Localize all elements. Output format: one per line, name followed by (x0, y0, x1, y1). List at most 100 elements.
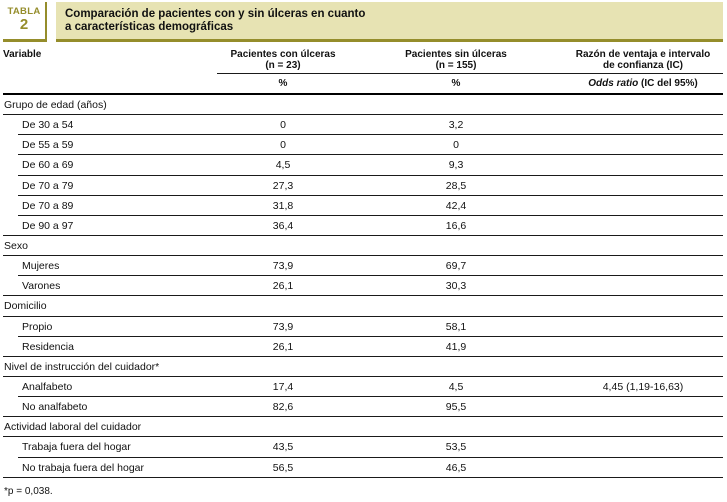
row-value-con: 31,8 (272, 199, 294, 212)
table-row-group: Nivel de instrucción del cuidador* (3, 357, 723, 377)
table-label-word: TABLA (7, 6, 41, 17)
table-masthead: TABLA 2 Comparación de pacientes con y s… (3, 2, 723, 42)
unit-sin-percent: % (451, 78, 461, 89)
row-label: De 70 a 79 (22, 179, 74, 192)
row-value-con: 73,9 (272, 320, 294, 333)
row-value-sin: 53,5 (445, 441, 467, 454)
column-header-variable: Variable (3, 49, 42, 60)
row-divider (3, 355, 723, 357)
row-label: De 90 a 97 (22, 219, 74, 232)
table-row-item: De 70 a 79 27,3 28,5 (3, 176, 723, 196)
table-row-item: No analfabeto 82,6 95,5 (3, 397, 723, 418)
row-label: De 70 a 89 (22, 199, 74, 212)
column-header-sin-ulceras: Pacientes sin úlceras (n = 155) (349, 49, 563, 71)
row-label: Residencia (22, 340, 74, 353)
column-header-or-line2: de confianza (IC) (602, 59, 683, 71)
row-value-con: 26,1 (272, 340, 294, 353)
row-value-con: 17,4 (272, 381, 294, 394)
row-value-con: 73,9 (272, 260, 294, 273)
unit-con-percent: % (278, 78, 288, 89)
row-divider (3, 436, 723, 438)
row-value-sin: 42,4 (445, 199, 467, 212)
table-row-item: Residencia 26,1 41,9 (3, 337, 723, 357)
table-row-item: Trabaja fuera del hogar 43,5 53,5 (3, 437, 723, 458)
row-label: Propio (22, 320, 53, 333)
row-divider (3, 234, 723, 236)
table-row-group: Actividad laboral del cuidador (3, 417, 723, 438)
column-header-con-line1: Pacientes con úlceras (230, 49, 336, 60)
row-divider (18, 174, 723, 176)
header-sub-divider (217, 73, 723, 74)
row-label: Varones (22, 280, 61, 293)
row-value-sin: 58,1 (445, 320, 467, 333)
row-divider (3, 295, 723, 297)
table-row-item: De 70 a 89 31,8 42,4 (3, 196, 723, 216)
row-label: De 60 a 69 (22, 159, 74, 172)
row-label: De 55 a 59 (22, 139, 74, 152)
footnote: *p = 0,038. (3, 486, 723, 497)
table-title-line1: Comparación de pacientes con y sin úlcer… (65, 8, 366, 20)
table-row-item: No trabaja fuera del hogar 56,5 46,5 (3, 458, 723, 478)
table-row-item: Propio 73,9 58,1 (3, 317, 723, 337)
row-divider (18, 335, 723, 337)
row-label: Grupo de edad (años) (4, 99, 107, 112)
table-row-group: Grupo de edad (años) (3, 95, 723, 116)
footnote-text: *p = 0,038. (4, 485, 53, 497)
unit-odds-ratio: Odds ratio (IC del 95%) (563, 78, 723, 89)
header-main-divider (3, 93, 723, 95)
table-row-item: De 60 a 69 4,5 9,3 (3, 155, 723, 176)
column-header-sin-line2: (n = 155) (435, 59, 477, 71)
row-divider (18, 134, 723, 136)
row-label: De 30 a 54 (22, 119, 74, 132)
row-label: Domicilio (4, 300, 47, 313)
row-label: No trabaja fuera del hogar (22, 461, 144, 474)
table-row-item: De 55 a 59 0 0 (3, 135, 723, 156)
table-label-block: TABLA 2 (3, 2, 47, 42)
table-row-item: De 90 a 97 36,4 16,6 (3, 216, 723, 236)
row-value-sin: 4,5 (448, 381, 464, 394)
row-value-sin: 28,5 (445, 179, 467, 192)
column-header-or-line1: Razón de ventaja e intervalo (575, 49, 711, 60)
row-value-con: 36,4 (272, 219, 294, 232)
row-value-sin: 46,5 (445, 461, 467, 474)
column-header-con-line2: (n = 23) (265, 59, 301, 71)
unit-odds-ratio-italic: Odds ratio (588, 78, 639, 89)
table-row-item: Mujeres 73,9 69,7 (3, 256, 723, 277)
row-label: Actividad laboral del cuidador (4, 421, 142, 434)
row-value-sin: 9,3 (448, 159, 464, 172)
row-label: Nivel de instrucción del cuidador* (4, 360, 160, 373)
row-label: Mujeres (22, 260, 60, 273)
table-title-band: Comparación de pacientes con y sin úlcer… (56, 2, 723, 42)
row-divider (3, 476, 723, 478)
row-divider (3, 114, 723, 116)
unit-odds-ratio-rest: (IC del 95%) (638, 78, 698, 89)
table-body: Grupo de edad (años) De 30 a 54 0 3,2 De 55 … (3, 95, 723, 478)
row-divider (18, 275, 723, 277)
row-value-odds-ratio: 4,45 (1,19-16,63) (602, 381, 684, 394)
table-row-item: Analfabeto 17,4 4,5 4,45 (1,19-16,63) (3, 377, 723, 398)
table-row-group: Domicilio (3, 296, 723, 317)
column-header-odds-ratio: Razón de ventaja e intervalo de confianz… (563, 49, 723, 71)
row-value-con: 26,1 (272, 280, 294, 293)
row-divider (18, 456, 723, 458)
table-row-item: De 30 a 54 0 3,2 (3, 115, 723, 136)
row-label: Analfabeto (22, 381, 73, 394)
row-divider (18, 154, 723, 156)
column-header-con-ulceras: Pacientes con úlceras (n = 23) (217, 49, 349, 71)
row-value-con: 0 (280, 119, 286, 132)
row-value-sin: 3,2 (448, 119, 464, 132)
row-divider (18, 396, 723, 398)
row-divider (3, 315, 723, 317)
row-label: Trabaja fuera del hogar (22, 441, 131, 454)
row-divider (18, 214, 723, 216)
row-value-con: 82,6 (272, 401, 294, 414)
table-header: Variable Pacientes con úlceras (n = 23) … (3, 46, 723, 95)
row-value-con: 56,5 (272, 461, 294, 474)
row-value-sin: 16,6 (445, 219, 467, 232)
row-divider (3, 375, 723, 377)
row-divider (3, 416, 723, 418)
row-value-sin: 95,5 (445, 401, 467, 414)
row-value-con: 0 (280, 139, 286, 152)
row-value-con: 4,5 (275, 159, 291, 172)
